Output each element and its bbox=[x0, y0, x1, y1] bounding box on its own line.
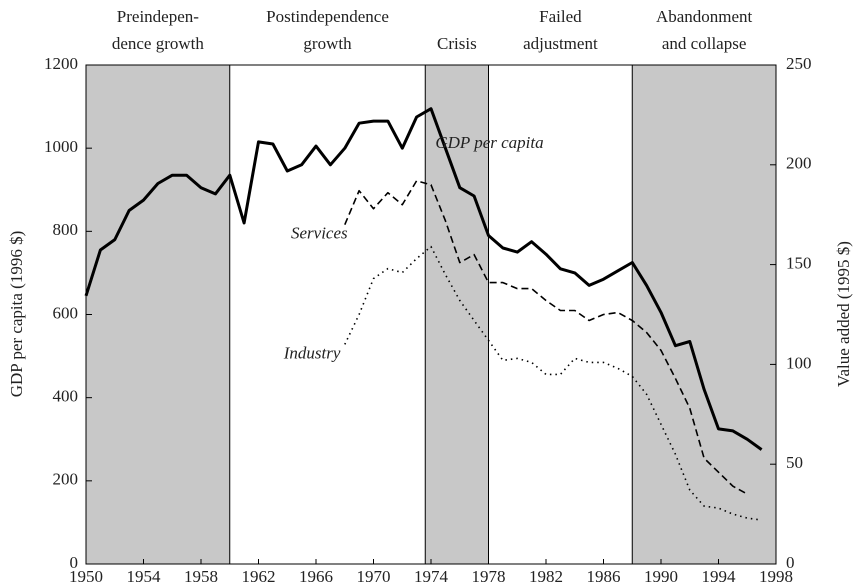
y-tick-label: 600 bbox=[53, 303, 79, 322]
period-label: dence growth bbox=[112, 34, 205, 53]
period-label: Abandonment bbox=[656, 7, 753, 26]
period-label: and collapse bbox=[662, 34, 747, 53]
period-label: Failed bbox=[539, 7, 582, 26]
period-label: Postindependence bbox=[266, 7, 389, 26]
series-line bbox=[344, 180, 748, 495]
y2-axis-title: Value added (1995 $) bbox=[834, 241, 853, 387]
x-tick-label: 1970 bbox=[357, 567, 391, 586]
x-tick-label: 1950 bbox=[69, 567, 103, 586]
period-label: growth bbox=[303, 34, 352, 53]
period-shade bbox=[86, 65, 230, 564]
y2-tick-label: 50 bbox=[786, 453, 803, 472]
x-tick-label: 1966 bbox=[299, 567, 333, 586]
x-tick-label: 1974 bbox=[414, 567, 449, 586]
y-tick-label: 800 bbox=[53, 220, 79, 239]
y-tick-label: 0 bbox=[70, 553, 79, 572]
series-label: GDP per capita bbox=[435, 133, 543, 152]
x-tick-label: 1962 bbox=[242, 567, 276, 586]
x-tick-label: 1954 bbox=[127, 567, 162, 586]
y2-tick-label: 0 bbox=[786, 553, 795, 572]
period-shade bbox=[632, 65, 776, 564]
y-tick-label: 400 bbox=[53, 387, 79, 406]
x-tick-label: 1986 bbox=[587, 567, 621, 586]
period-label: adjustment bbox=[523, 34, 598, 53]
y2-tick-label: 150 bbox=[786, 254, 812, 273]
x-tick-label: 1958 bbox=[184, 567, 218, 586]
x-tick-label: 1994 bbox=[702, 567, 737, 586]
y2-tick-label: 200 bbox=[786, 154, 812, 173]
x-tick-label: 1982 bbox=[529, 567, 563, 586]
y-tick-label: 200 bbox=[53, 470, 79, 489]
y-tick-label: 1000 bbox=[44, 137, 78, 156]
period-label: Preindepen- bbox=[117, 7, 199, 26]
y2-tick-label: 100 bbox=[786, 353, 812, 372]
y-tick-label: 1200 bbox=[44, 54, 78, 73]
series-label: Industry bbox=[283, 343, 341, 362]
x-tick-label: 1990 bbox=[644, 567, 678, 586]
y-axis-title: GDP per capita (1996 $) bbox=[7, 231, 26, 398]
series-line bbox=[84, 107, 763, 451]
x-tick-label: 1998 bbox=[759, 567, 793, 586]
period-label: Crisis bbox=[437, 34, 477, 53]
x-tick-label: 1978 bbox=[472, 567, 506, 586]
series-label: Services bbox=[291, 224, 348, 243]
period-shade bbox=[425, 65, 489, 564]
y2-tick-label: 250 bbox=[786, 54, 812, 73]
